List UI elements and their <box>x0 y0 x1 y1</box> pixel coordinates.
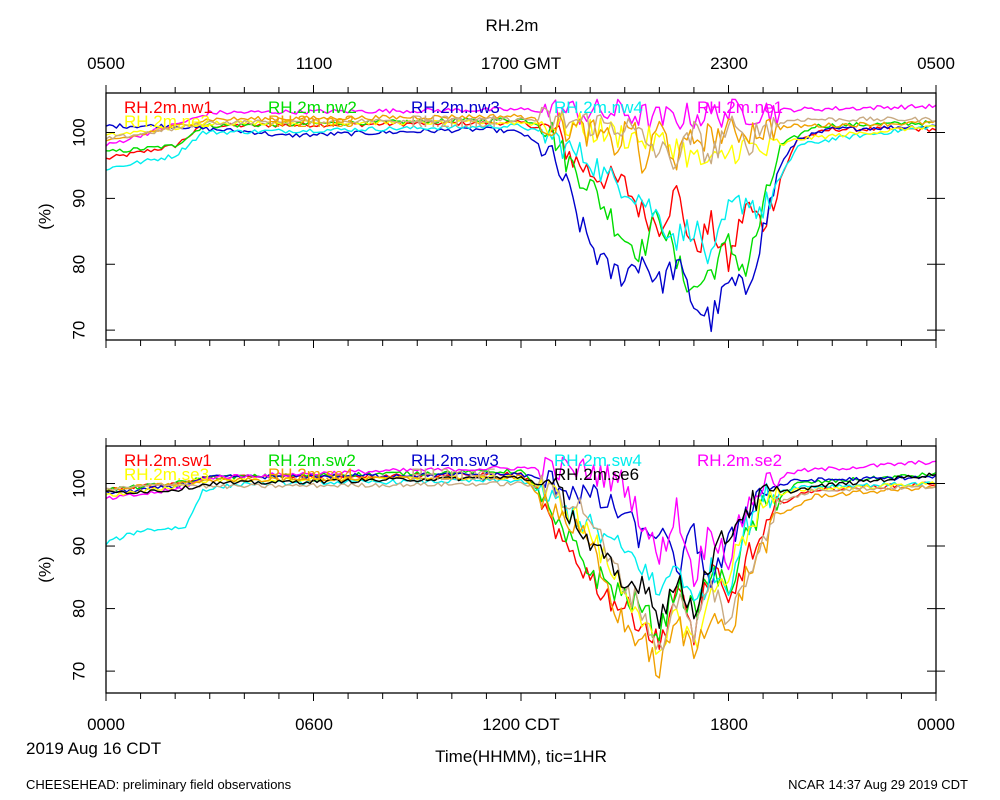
legend-entry: RH.2m.ne3 <box>268 112 354 131</box>
y-tick-label: 80 <box>69 255 88 274</box>
plot-frame <box>105 92 937 341</box>
series-line-RH-2m-se3 <box>106 474 936 655</box>
legend-entry: RH.2m.se4 <box>268 465 353 484</box>
top-tick-label: 1700 GMT <box>481 54 561 73</box>
top-axis-tick-labels: 0500 1100 1700 GMT 2300 0500 <box>87 54 955 73</box>
y-tick-label: 100 <box>69 118 88 146</box>
y-tick-label: 100 <box>69 469 88 497</box>
series-line-RH-2m-nw2 <box>106 117 936 293</box>
bottom-tick-label: 0000 <box>917 715 955 734</box>
series-line-RH-2m-ne4 <box>106 106 936 170</box>
series-group <box>106 98 936 333</box>
legend-entry: RH.2m.sw3 <box>411 451 499 470</box>
series-line-RH-2m-nw1 <box>106 119 936 273</box>
footer-right: NCAR 14:37 Aug 29 2019 CDT <box>788 777 968 792</box>
series-line-RH-2m-ne3 <box>106 112 936 174</box>
bottom-tick-label: 0600 <box>295 715 333 734</box>
legend-entry: RH.2m.nw4 <box>554 98 643 117</box>
y-axis-label: (%) <box>35 203 54 229</box>
legend-entry: RH.2m.nw3 <box>411 98 500 117</box>
series-line-RH-2m-sw4 <box>106 478 936 602</box>
series-line-RH-2m-se2 <box>106 456 936 588</box>
legend-entry: RH.2m.ne4 <box>411 112 497 131</box>
legend-entry: RH.2m.se5 <box>411 465 496 484</box>
series-line-RH-2m-nw4 <box>106 123 936 265</box>
x-axis-label: Time(HHMM), tic=1HR <box>435 747 607 766</box>
y-tick-label: 90 <box>69 189 88 208</box>
legend-entry: RH.2m.sw4 <box>554 451 642 470</box>
legend-entry: RH.2m.sw2 <box>268 451 356 470</box>
legend-entry: RH.2m.ne2 <box>124 112 210 131</box>
date-label: 2019 Aug 16 CDT <box>26 739 161 758</box>
series-line-RH-2m-nw3 <box>106 123 936 333</box>
series-line-RH-2m-ne1 <box>106 98 936 147</box>
bottom-axis-tick-labels: 0000 0600 1200 CDT 1800 0000 <box>87 715 955 734</box>
series-line-RH-2m-se5 <box>106 474 936 652</box>
legend-entry: RH.2m.ne1 <box>697 98 783 117</box>
top-tick-label: 2300 <box>710 54 748 73</box>
top-tick-label: 0500 <box>917 54 955 73</box>
y-tick-label: 90 <box>69 537 88 556</box>
series-line-RH-2m-se6 <box>106 472 936 629</box>
legend-entry: RH.2m.sw1 <box>124 451 212 470</box>
y-tick-label: 80 <box>69 599 88 618</box>
y-axis-label: (%) <box>35 556 54 582</box>
footer-left: CHEESEHEAD: preliminary field observatio… <box>26 777 292 792</box>
y-tick-label: 70 <box>69 321 88 340</box>
bottom-tick-label: 1800 <box>710 715 748 734</box>
series-group <box>106 456 936 679</box>
legend-entry: RH.2m.nw2 <box>268 98 357 117</box>
series-line-RH-2m-ne2 <box>106 111 936 168</box>
chart-title: RH.2m <box>486 16 539 35</box>
series-line-RH-2m-se4 <box>106 474 936 679</box>
legend-entry: RH.2m.se3 <box>124 465 209 484</box>
legend-entry: RH.2m.se6 <box>554 465 639 484</box>
top-tick-label: 1100 <box>296 54 333 73</box>
bottom-tick-label: 0000 <box>87 715 125 734</box>
bottom-tick-label: 1200 CDT <box>482 715 559 734</box>
legend-entry: RH.2m.nw1 <box>124 98 213 117</box>
top-tick-label: 0500 <box>87 54 125 73</box>
y-tick-label: 70 <box>69 662 88 681</box>
legend-entry: RH.2m.se2 <box>697 451 782 470</box>
series-line-RH-2m-sw2 <box>106 468 936 642</box>
